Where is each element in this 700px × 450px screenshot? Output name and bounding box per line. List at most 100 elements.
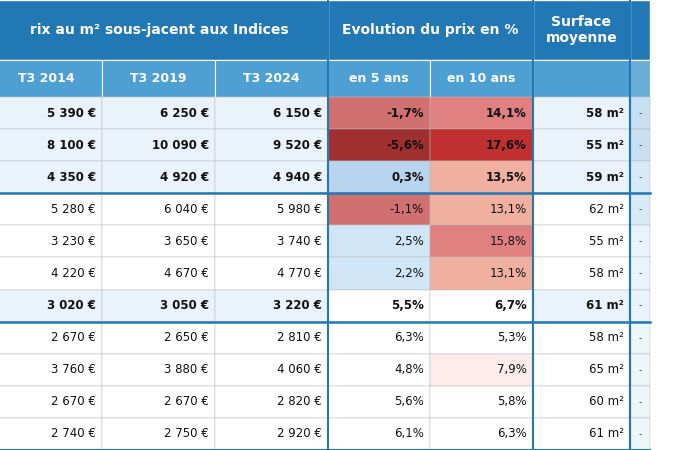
Text: 5,3%: 5,3% — [498, 331, 527, 344]
Bar — [102, 225, 215, 257]
Text: 9 520 €: 9 520 € — [273, 139, 322, 152]
Text: 2,2%: 2,2% — [394, 267, 424, 280]
Bar — [102, 60, 215, 97]
Bar — [328, 289, 430, 322]
Bar — [430, 193, 533, 225]
Bar — [0, 322, 102, 354]
Text: 61 m²: 61 m² — [589, 428, 624, 441]
Text: 3 880 €: 3 880 € — [164, 363, 209, 376]
Text: -: - — [638, 172, 642, 182]
Text: 4 060 €: 4 060 € — [277, 363, 322, 376]
Text: 55 m²: 55 m² — [586, 139, 624, 152]
Bar — [630, 322, 650, 354]
Bar — [0, 193, 102, 225]
Bar — [215, 257, 328, 289]
Text: 5 280 €: 5 280 € — [51, 203, 96, 216]
Bar — [430, 322, 533, 354]
Text: 2 810 €: 2 810 € — [277, 331, 322, 344]
Bar — [102, 257, 215, 289]
Text: 6 150 €: 6 150 € — [273, 107, 322, 120]
Text: 7,9%: 7,9% — [497, 363, 527, 376]
Text: 59 m²: 59 m² — [586, 171, 624, 184]
Bar — [328, 193, 430, 225]
Bar — [533, 161, 630, 193]
Bar — [328, 257, 430, 289]
Text: -: - — [638, 301, 642, 310]
Text: 3 020 €: 3 020 € — [47, 299, 96, 312]
Text: 3 050 €: 3 050 € — [160, 299, 209, 312]
Bar — [328, 0, 533, 60]
Bar — [0, 289, 102, 322]
Text: 3 230 €: 3 230 € — [51, 235, 96, 248]
Text: 3 650 €: 3 650 € — [164, 235, 209, 248]
Text: 2 920 €: 2 920 € — [277, 428, 322, 441]
Text: 2,5%: 2,5% — [394, 235, 424, 248]
Bar — [630, 97, 650, 129]
Bar — [533, 322, 630, 354]
Text: 13,1%: 13,1% — [490, 203, 527, 216]
Bar — [0, 354, 102, 386]
Text: 6,3%: 6,3% — [394, 331, 424, 344]
Bar — [328, 354, 430, 386]
Text: -: - — [638, 236, 642, 247]
Text: T3 2014: T3 2014 — [18, 72, 74, 85]
Bar — [0, 161, 102, 193]
Bar — [630, 225, 650, 257]
Bar — [102, 129, 215, 161]
Text: 2 820 €: 2 820 € — [277, 396, 322, 408]
Text: 58 m²: 58 m² — [589, 267, 624, 280]
Bar — [215, 386, 328, 418]
Text: T3 2019: T3 2019 — [130, 72, 187, 85]
Bar — [102, 386, 215, 418]
Bar — [328, 322, 430, 354]
Text: 0,3%: 0,3% — [391, 171, 424, 184]
Bar — [102, 289, 215, 322]
Bar — [533, 418, 630, 450]
Text: 2 670 €: 2 670 € — [51, 331, 96, 344]
Text: 6 040 €: 6 040 € — [164, 203, 209, 216]
Text: -: - — [638, 269, 642, 279]
Bar — [0, 129, 102, 161]
Bar — [215, 289, 328, 322]
Text: 5 390 €: 5 390 € — [47, 107, 96, 120]
Text: 58 m²: 58 m² — [586, 107, 624, 120]
Text: 55 m²: 55 m² — [589, 235, 624, 248]
Bar — [630, 129, 650, 161]
Bar — [215, 418, 328, 450]
Text: 2 650 €: 2 650 € — [164, 331, 209, 344]
Text: -1,1%: -1,1% — [390, 203, 424, 216]
Text: -: - — [638, 397, 642, 407]
Bar — [215, 225, 328, 257]
Bar — [0, 0, 328, 60]
Text: 8 100 €: 8 100 € — [47, 139, 96, 152]
Text: -: - — [638, 365, 642, 375]
Bar — [215, 193, 328, 225]
Bar — [533, 257, 630, 289]
Text: 4 220 €: 4 220 € — [51, 267, 96, 280]
Bar — [328, 418, 430, 450]
Bar — [533, 129, 630, 161]
Text: 5,6%: 5,6% — [394, 396, 424, 408]
Text: 4 920 €: 4 920 € — [160, 171, 209, 184]
Bar — [630, 60, 650, 97]
Bar — [630, 161, 650, 193]
Bar — [0, 386, 102, 418]
Bar — [533, 97, 630, 129]
Bar — [430, 386, 533, 418]
Bar — [533, 386, 630, 418]
Text: 61 m²: 61 m² — [587, 299, 624, 312]
Bar — [102, 354, 215, 386]
Text: en 5 ans: en 5 ans — [349, 72, 409, 85]
Text: 13,1%: 13,1% — [490, 267, 527, 280]
Bar — [533, 354, 630, 386]
Text: 3 760 €: 3 760 € — [51, 363, 96, 376]
Bar — [0, 60, 102, 97]
Text: 14,1%: 14,1% — [486, 107, 527, 120]
Bar — [430, 257, 533, 289]
Bar — [215, 97, 328, 129]
Bar — [102, 418, 215, 450]
Bar — [430, 225, 533, 257]
Text: 5,5%: 5,5% — [391, 299, 424, 312]
Bar — [102, 193, 215, 225]
Text: 13,5%: 13,5% — [486, 171, 527, 184]
